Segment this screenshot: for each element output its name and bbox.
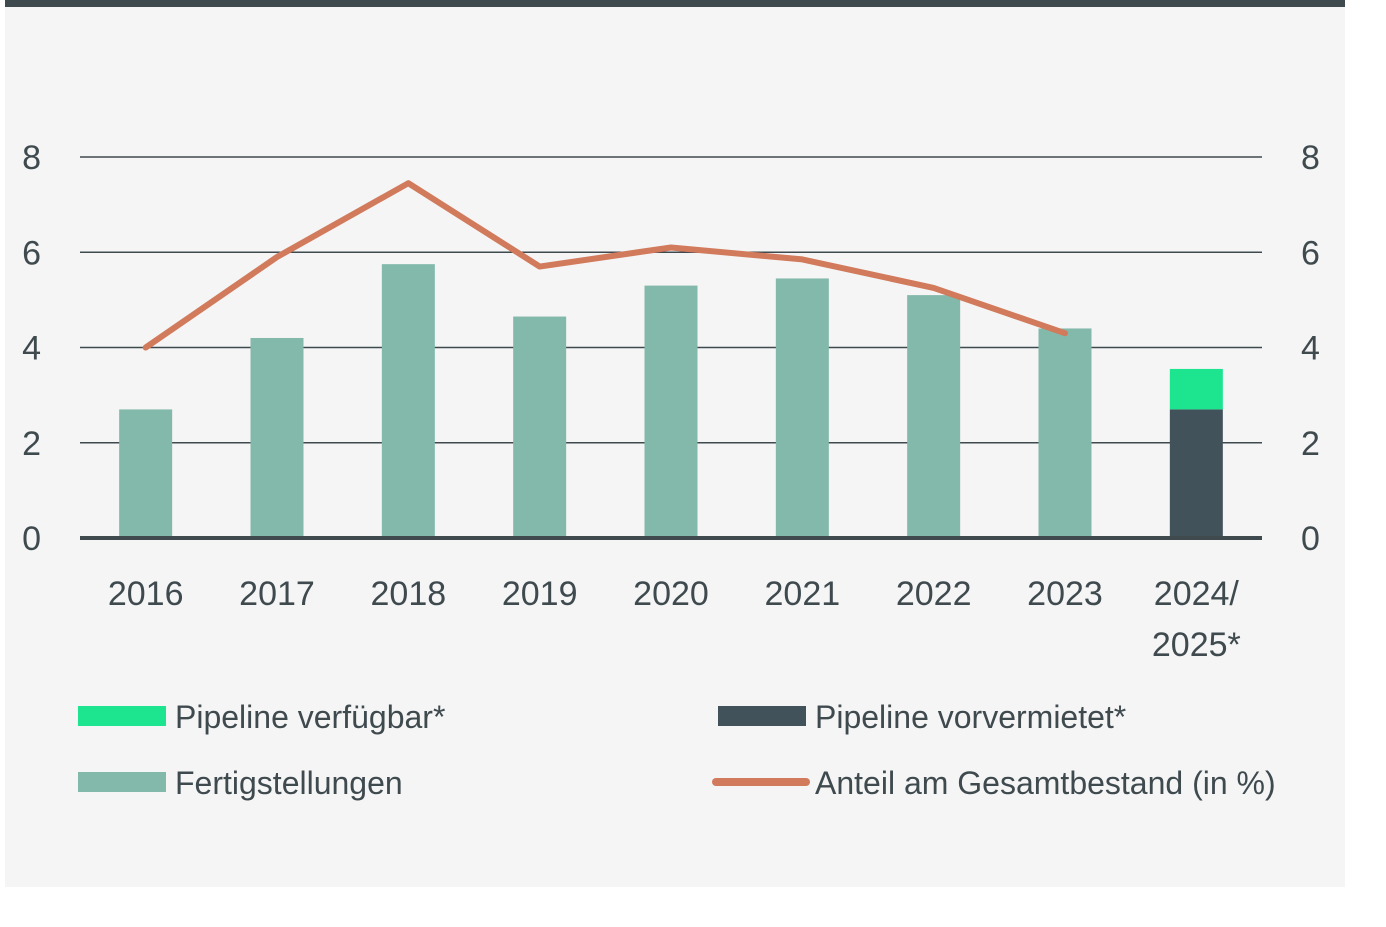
legend-swatch-pipeline-vorvermietet: [718, 706, 806, 726]
x-tick-6: 2022: [896, 575, 972, 613]
y-tick-right-4: 4: [1301, 330, 1320, 368]
legend-swatch-pipeline-verf-gbar: [78, 706, 166, 726]
y-tick-right-0: 0: [1301, 520, 1320, 558]
y-tick-left-2: 2: [22, 425, 41, 463]
bar-fertigstellungen-2: [381, 264, 435, 538]
y-tick-left-4: 4: [22, 330, 41, 368]
x-tick-1: 2017: [239, 575, 315, 613]
x-axis: 2016 2017 2018 2019 2020 2021 2022 2023 2024/202…: [108, 575, 1241, 664]
bars: [119, 264, 1223, 538]
bar-fertigstellungen-3: [513, 316, 567, 538]
bar-fertigstellungen-6: [907, 295, 961, 538]
bar-fertigstellungen-5: [775, 278, 829, 538]
x-tick-3: 2019: [502, 575, 578, 613]
x-tick-8: 2024/2025*: [1152, 575, 1241, 664]
bar-fertigstellungen-4: [644, 285, 698, 538]
x-tick-0: 2016: [108, 575, 184, 613]
line-anteil-gesamtbestand: [142, 180, 1068, 351]
x-tick-2: 2018: [371, 575, 447, 613]
bar-pipeline-vorvermietet-8: [1169, 409, 1223, 538]
y-tick-right-2: 2: [1301, 425, 1320, 463]
y-tick-left-0: 0: [22, 520, 41, 558]
y-tick-left-8: 8: [22, 139, 41, 177]
legend-swatch-fertigstellungen: [78, 772, 166, 792]
share-line: [142, 180, 1068, 351]
bar-fertigstellungen-1: [250, 337, 304, 538]
legend-label-anteil-am-gesamtbestand-in: Anteil am Gesamtbestand (in %): [815, 765, 1276, 801]
x-tick-7: 2023: [1027, 575, 1103, 613]
legend-label-pipeline-verf-gbar: Pipeline verfügbar*: [175, 699, 445, 735]
y-axis-left: 0 2 4 6 8: [22, 139, 41, 558]
y-tick-left-6: 6: [22, 234, 41, 272]
legend: Pipeline verfügbar* Pipeline vorvermietet…: [78, 699, 1276, 801]
legend-label-fertigstellungen: Fertigstellungen: [175, 765, 403, 801]
x-tick-4: 2020: [633, 575, 709, 613]
bar-fertigstellungen-7: [1038, 328, 1092, 538]
y-tick-right-6: 6: [1301, 234, 1320, 272]
bar-pipeline-verf-gbar-8: [1169, 368, 1223, 410]
x-tick-5: 2021: [765, 575, 841, 613]
bar-fertigstellungen-0: [119, 409, 173, 538]
y-tick-right-8: 8: [1301, 139, 1320, 177]
top-bar: [5, 0, 1345, 7]
y-axis-right: 0 2 4 6 8: [1301, 139, 1320, 558]
legend-label-pipeline-vorvermietet: Pipeline vorvermietet*: [815, 699, 1126, 735]
